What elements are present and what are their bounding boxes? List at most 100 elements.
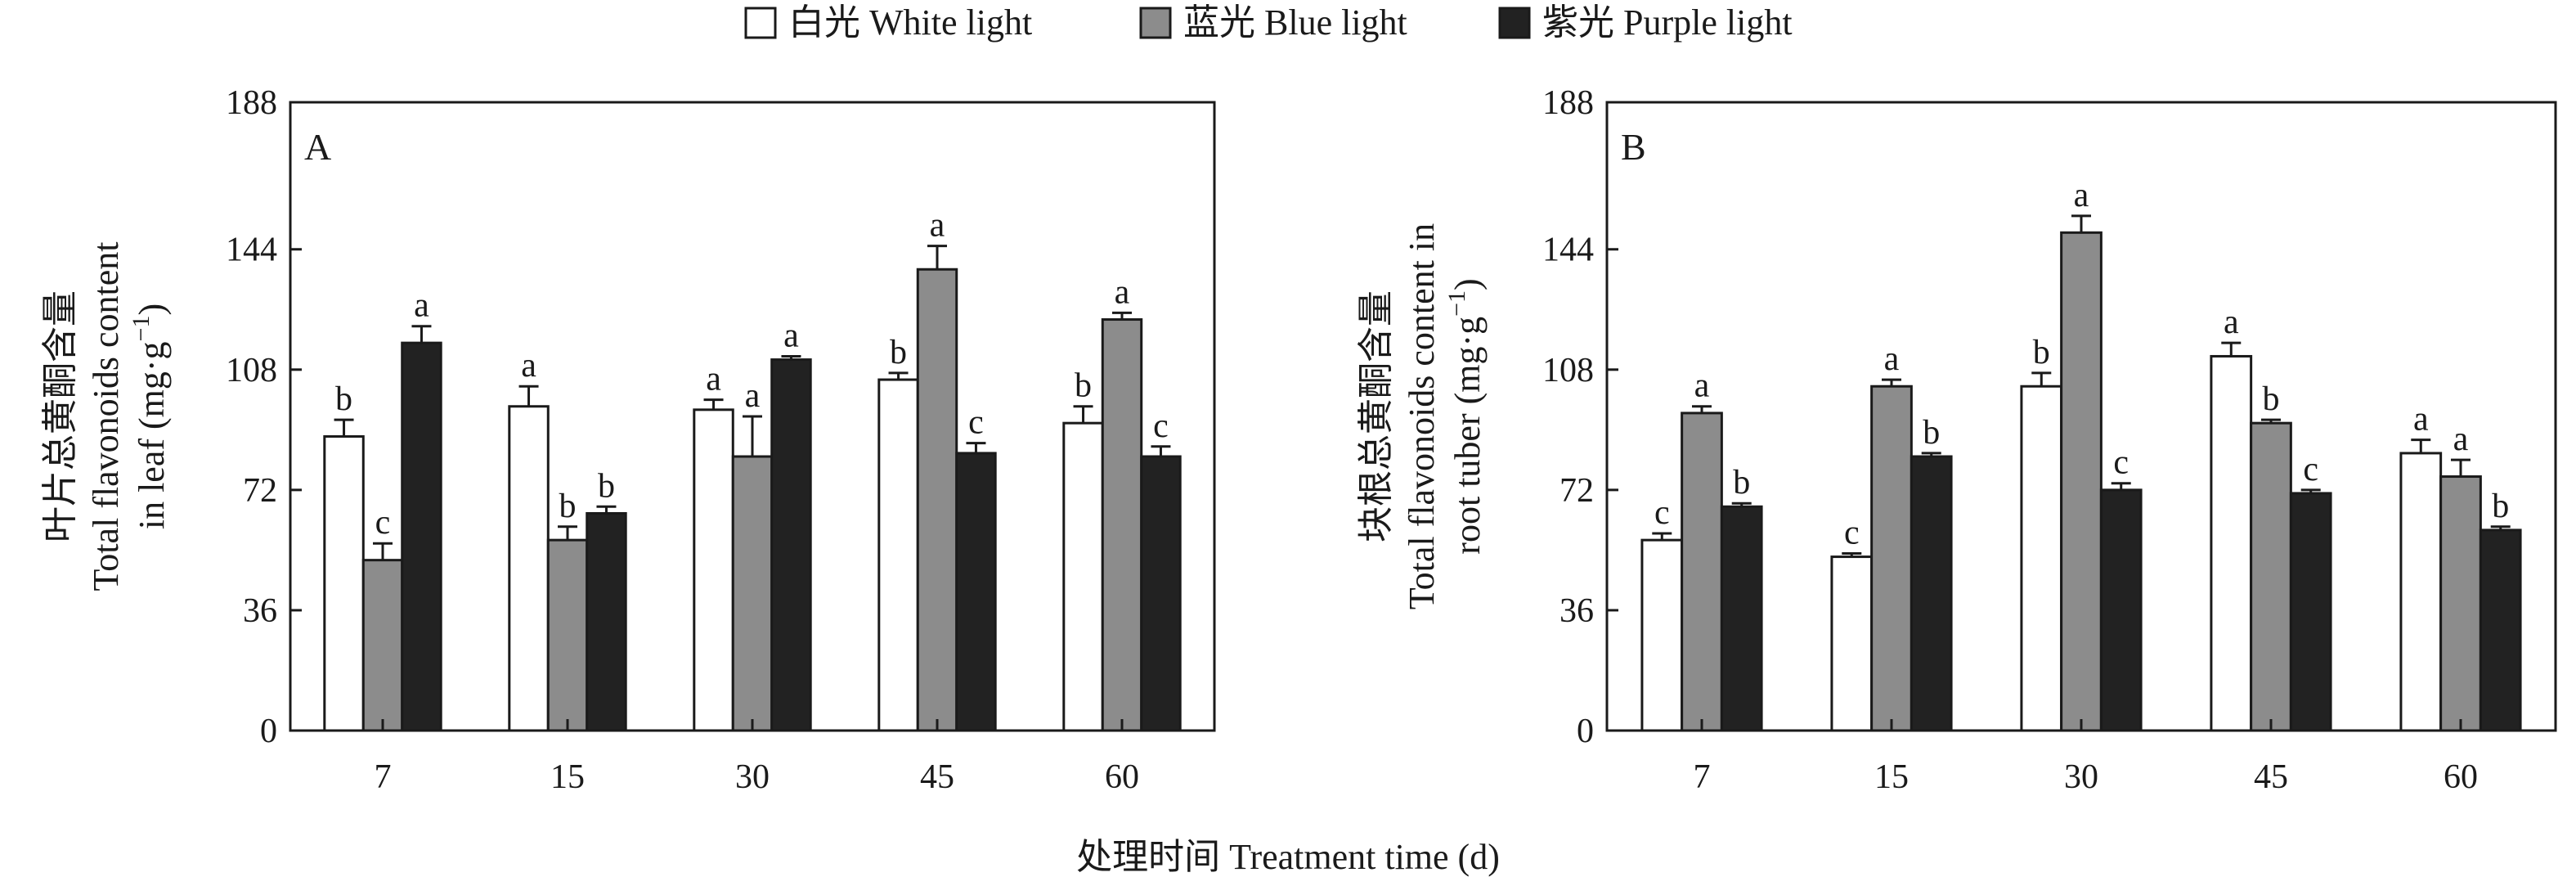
bar-a-white-15 [508,405,550,732]
sig-letter-a-purple-60: c [1153,407,1169,445]
y-tick-label-b-2: 72 [1560,472,1594,510]
y-tick-label-a-3: 108 [226,352,277,389]
sig-letter-a-blue-7: c [375,504,391,542]
legend-item-purple: 紫光 Purple light [1498,2,1793,43]
y-tick-label-b-0: 0 [1577,713,1594,750]
y-axis-label-b-line3-main: root tuber (mg·g [1447,317,1488,555]
bar-b-blue-45 [2250,421,2292,732]
bar-b-purple-45 [2289,492,2332,732]
sig-letter-b-purple-15: b [1923,414,1940,452]
x-tick-label-a-15: 15 [550,758,585,796]
y-axis-label-b-line3: root tuber (mg·g−1) [1443,278,1488,554]
y-axis-label-b-line1: 块根总黄酮含量 [1356,290,1396,542]
bar-a-white-30 [693,408,734,732]
y-axis-label-a-line1: 叶片总黄酮含量 [40,290,80,542]
y-axis-label-b-line3-sup: −1 [1443,290,1470,317]
sig-letter-a-purple-45: c [968,404,984,442]
x-tick-label-a-7: 7 [375,758,392,796]
sig-letter-a-white-60: b [1075,367,1092,405]
y-tick-label-a-4: 144 [226,232,277,269]
y-tick-label-a-5: 188 [226,84,277,122]
y-tick-label-b-3: 108 [1542,352,1594,389]
y-axis-label-a-line3-end: ) [132,304,172,316]
legend-item-white: 白光 White light [744,2,1032,43]
x-tick-label-a-60: 60 [1105,758,1139,796]
sig-letter-b-white-60: a [2413,401,2429,439]
legend-label-blue: 蓝光 Blue light [1183,2,1407,43]
legend-swatch-purple [1498,7,1531,39]
sig-letter-a-blue-15: b [559,488,577,525]
bar-b-purple-60 [2479,528,2522,732]
legend-swatch-white [744,7,777,39]
sig-letter-a-white-7: b [335,380,352,418]
y-axis-label-a-line3-main: in leaf (mg·g [132,341,172,529]
sig-letter-b-blue-60: a [2453,421,2469,458]
panel-label-b: B [1621,126,1646,168]
sig-letter-a-purple-7: a [414,287,429,325]
legend-swatch-blue [1139,7,1172,39]
chart-panel-b: 块根总黄酮含量 Total flavonoids content in root… [1356,84,2557,796]
bar-a-purple-7 [401,341,442,732]
x-tick-label-a-45: 45 [920,758,954,796]
y-axis-label-a-line3: in leaf (mg·g−1) [128,304,172,529]
bar-b-white-7 [1640,538,1684,732]
legend-label-purple: 紫光 Purple light [1542,2,1793,43]
x-tick-label-b-60: 60 [2444,758,2478,796]
x-tick-label-b-15: 15 [1874,758,1909,796]
bar-a-white-45 [877,378,919,732]
sig-letter-b-blue-7: a [1694,367,1710,405]
sig-letter-b-purple-45: c [2303,451,2318,488]
sig-letter-a-blue-30: a [745,377,761,415]
bar-b-blue-7 [1681,412,1723,732]
legend: 白光 White light 蓝光 Blue light 紫光 Purple l… [744,2,1793,43]
x-axis-a: 7 15 30 45 60 [375,719,1139,796]
sig-letter-b-purple-60: b [2492,488,2509,525]
bar-a-blue-30 [731,455,774,732]
y-tick-label-b-1: 36 [1560,592,1594,630]
bar-a-blue-15 [546,538,589,732]
sig-letter-a-white-30: a [706,361,721,398]
bar-a-blue-45 [916,268,958,732]
sig-letter-a-purple-15: b [598,467,615,505]
x-tick-label-b-7: 7 [1694,758,1711,796]
panel-label-a: A [304,126,331,168]
bar-b-purple-30 [2099,488,2143,732]
sig-letter-b-blue-45: b [2263,380,2280,418]
y-axis-b: 0 36 72 108 144 188 [1542,84,1618,750]
legend-label-white: 白光 White light [788,2,1032,43]
bar-a-white-7 [323,435,365,732]
y-axis-a: 0 36 72 108 144 188 [226,84,302,750]
y-tick-label-a-0: 0 [260,713,277,750]
sig-letter-b-blue-15: a [1884,340,1900,378]
bar-b-white-45 [2210,354,2253,732]
bar-b-blue-15 [1870,385,1913,732]
sig-letter-b-blue-30: a [2074,177,2089,214]
y-tick-label-b-5: 188 [1542,84,1594,122]
bar-a-blue-7 [361,559,404,732]
y-axis-label-a: 叶片总黄酮含量 Total flavonoids content in leaf… [40,241,172,591]
sig-letter-a-blue-60: a [1115,273,1130,311]
sig-letter-b-purple-30: c [2113,444,2129,482]
bar-b-blue-30 [2060,231,2103,732]
bar-b-purple-15 [1910,455,1953,732]
bar-a-purple-60 [1140,455,1182,732]
y-axis-label-b-line3-end: ) [1447,278,1488,290]
sig-letter-b-white-45: a [2224,304,2239,341]
sig-letter-b-white-7: c [1654,494,1670,532]
bar-a-purple-15 [586,511,627,732]
bar-a-purple-45 [955,452,997,732]
bar-b-white-15 [1830,555,1874,732]
y-tick-label-a-1: 36 [243,592,277,630]
x-tick-label-a-30: 30 [735,758,770,796]
y-tick-label-b-4: 144 [1542,232,1594,269]
bar-b-purple-7 [1720,505,1763,732]
bar-a-blue-60 [1101,318,1143,732]
sig-letter-a-white-45: b [890,334,907,371]
y-axis-label-b: 块根总黄酮含量 Total flavonoids content in root… [1356,223,1488,609]
sig-letter-a-blue-45: a [930,207,945,245]
bar-b-white-30 [2020,385,2063,732]
bar-b-white-60 [2399,452,2443,732]
